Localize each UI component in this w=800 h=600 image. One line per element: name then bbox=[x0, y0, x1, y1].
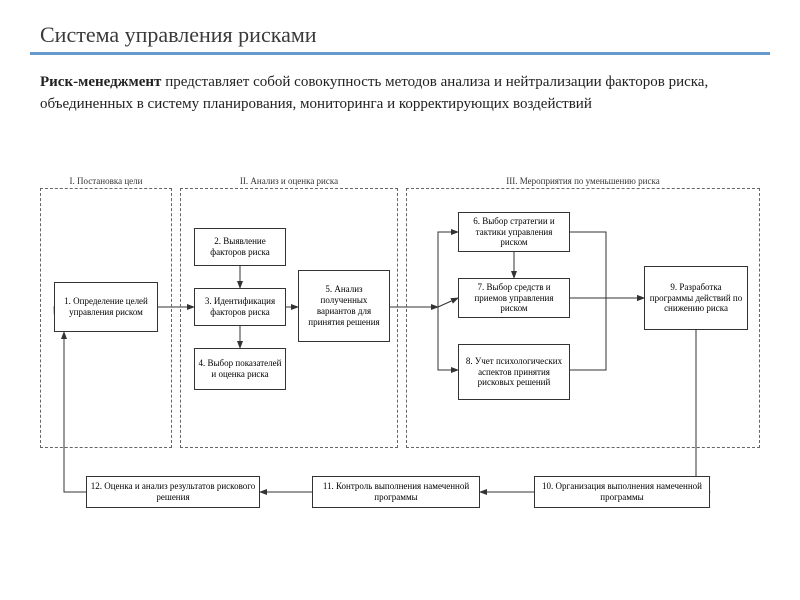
node-b3: 3. Идентификация факторов риска bbox=[194, 288, 286, 326]
phase-label: III. Мероприятия по уменьшению риска bbox=[407, 176, 759, 186]
phase-label: I. Постановка цели bbox=[41, 176, 171, 186]
node-b5: 5. Анализ полученных вариантов для приня… bbox=[298, 270, 390, 342]
phase-label: II. Анализ и оценка риска bbox=[181, 176, 397, 186]
node-b12: 12. Оценка и анализ результатов рисковог… bbox=[86, 476, 260, 508]
node-b11: 11. Контроль выполнения намеченной прогр… bbox=[312, 476, 480, 508]
node-b8: 8. Учет психологических аспектов приняти… bbox=[458, 344, 570, 400]
intro-lead: Риск-менеджмент bbox=[40, 74, 161, 90]
flowchart: I. Постановка цели II. Анализ и оценка ри… bbox=[40, 170, 760, 580]
node-b4: 4. Выбор показателей и оценка риска bbox=[194, 348, 286, 390]
page-title: Система управления рисками bbox=[40, 22, 317, 48]
intro-paragraph: Риск-менеджмент представляет собой совок… bbox=[40, 72, 760, 116]
node-b10: 10. Организация выполнения намеченной пр… bbox=[534, 476, 710, 508]
node-b1: 1. Определение целей управления риском bbox=[54, 282, 158, 332]
node-b2: 2. Выявление факторов риска bbox=[194, 228, 286, 266]
node-b7: 7. Выбор средств и приемов управления ри… bbox=[458, 278, 570, 318]
title-underline bbox=[30, 52, 770, 55]
node-b9: 9. Разработка программы действий по сниж… bbox=[644, 266, 748, 330]
node-b6: 6. Выбор стратегии и тактики управления … bbox=[458, 212, 570, 252]
